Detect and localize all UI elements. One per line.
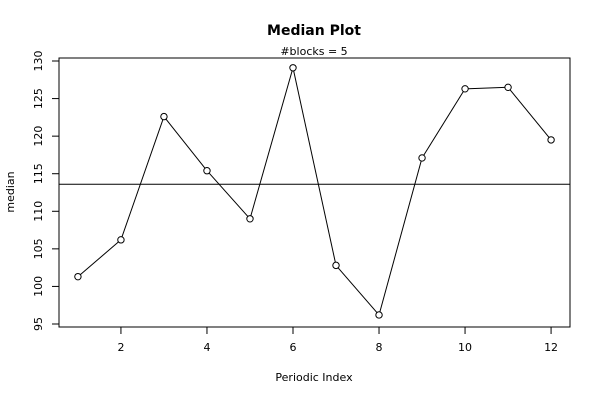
y-tick-label: 110 — [32, 201, 45, 222]
y-tick-label: 105 — [32, 238, 45, 259]
y-tick-label: 120 — [32, 126, 45, 147]
data-point — [375, 311, 383, 319]
data-point — [547, 136, 555, 144]
data-point — [461, 85, 469, 93]
series-segment — [165, 118, 206, 169]
series-segment — [468, 86, 505, 90]
series-segment — [208, 172, 249, 217]
data-point — [246, 215, 254, 223]
x-tick-label: 8 — [376, 341, 383, 354]
y-tick-label: 95 — [32, 317, 45, 331]
y-axis: 95 100 105 110 115 120 125 130 — [32, 51, 60, 331]
series-segment — [379, 160, 422, 313]
x-tick-label: 10 — [458, 341, 472, 354]
data-point — [332, 261, 340, 270]
x-axis: 2 4 6 8 10 12 — [117, 326, 558, 354]
x-axis-label: Periodic Index — [275, 371, 353, 384]
chart-subtitle: #blocks = 5 — [280, 45, 347, 58]
data-point — [160, 112, 168, 121]
data-point — [203, 167, 211, 175]
chart-title: Median Plot — [267, 23, 361, 39]
x-tick-label: 12 — [544, 341, 558, 354]
series-segment — [423, 91, 464, 156]
series-segment — [509, 89, 550, 138]
series-segment — [293, 70, 336, 263]
x-tick-label: 2 — [117, 341, 124, 354]
data-point — [117, 236, 125, 244]
data-point — [289, 64, 297, 72]
data-point — [74, 272, 82, 281]
plot-area-frame — [58, 57, 571, 328]
y-tick-label: 130 — [32, 51, 45, 72]
data-point — [504, 83, 512, 92]
x-tick-label: 6 — [289, 341, 296, 354]
series-segment — [337, 267, 378, 313]
y-tick-label: 125 — [32, 88, 45, 109]
series-segment — [250, 70, 293, 216]
y-axis-label: median — [4, 171, 17, 212]
series-group — [74, 64, 555, 319]
data-point — [418, 154, 426, 162]
x-tick-label: 4 — [203, 341, 210, 354]
y-tick-label: 115 — [32, 163, 45, 184]
series-segment — [80, 241, 119, 275]
series-segment — [121, 119, 164, 237]
y-tick-label: 100 — [32, 276, 45, 297]
